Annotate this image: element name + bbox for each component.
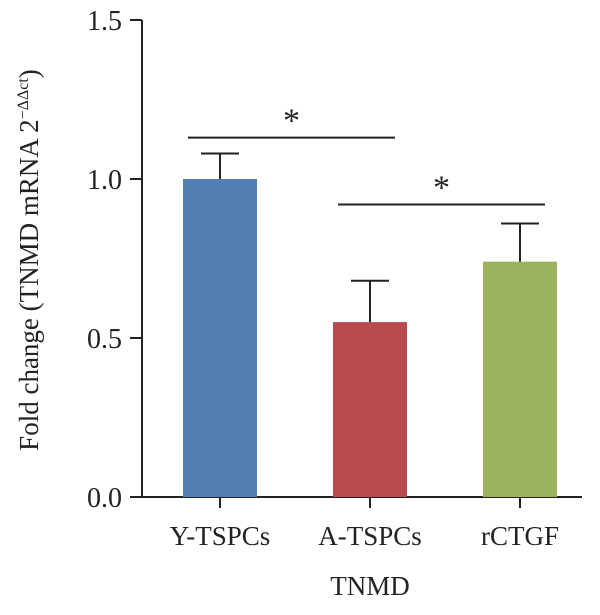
x-tick-label: A-TSPCs — [318, 521, 422, 551]
bar — [483, 261, 557, 497]
y-tick-label: 1.0 — [87, 165, 122, 196]
significance-markers: ** — [188, 103, 545, 206]
y-axis-title-close: ) — [14, 69, 44, 78]
axis-labels: TNMD Fold change (TNMD mRNA 2−ΔΔct) — [14, 69, 410, 601]
y-tick-label: 1.5 — [87, 6, 122, 37]
significance-star: * — [433, 169, 450, 206]
y-axis-title-main: Fold change (TNMD mRNA 2 — [14, 119, 44, 450]
x-tick-label: rCTGF — [481, 521, 559, 551]
y-tick-label: 0.5 — [87, 324, 122, 355]
bar — [183, 179, 257, 497]
bars — [183, 179, 557, 497]
y-axis-title-superscript: −ΔΔct — [15, 78, 32, 120]
bar — [333, 322, 407, 497]
error-bars — [201, 152, 539, 323]
x-tick-label: Y-TSPCs — [170, 521, 271, 551]
significance-star: * — [283, 103, 300, 140]
y-tick-label: 0.0 — [87, 483, 122, 514]
x-axis-title: TNMD — [330, 571, 410, 601]
y-axis-title: Fold change (TNMD mRNA 2−ΔΔct) — [14, 69, 44, 451]
axes: 0.0 0.5 1.0 1.5 Y-TSPCs A-TSPCs rCTGF — [87, 6, 582, 551]
